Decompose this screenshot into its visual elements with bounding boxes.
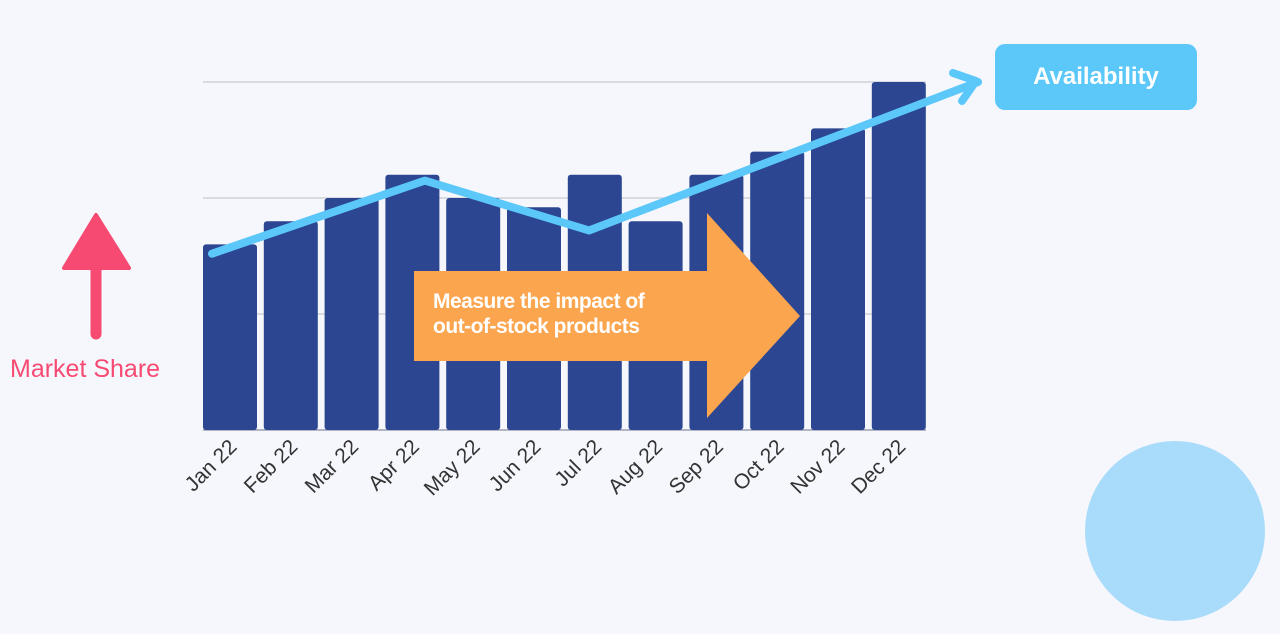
x-tick-label: Jun 22 [485, 435, 546, 496]
bar-dec-22 [871, 82, 926, 430]
x-tick-label: Mar 22 [301, 435, 363, 497]
bar-mar-22 [324, 198, 379, 430]
x-tick-label: Aug 22 [604, 435, 667, 498]
x-tick-label: Dec 22 [847, 435, 910, 498]
callout-line-2: out-of-stock products [433, 315, 640, 338]
x-tick-label: Feb 22 [240, 435, 303, 498]
x-tick-label: Sep 22 [665, 435, 728, 498]
x-tick-label: Oct 22 [729, 435, 789, 495]
bar-apr-22 [385, 174, 440, 430]
decorative-circle [1085, 441, 1265, 621]
market-share-up-arrow-icon [62, 213, 131, 340]
bar-nov-22 [811, 128, 865, 430]
callout-line-1: Measure the impact of [433, 290, 645, 313]
x-tick-label: Jul 22 [550, 435, 606, 491]
bar-feb-22 [263, 221, 318, 430]
x-tick-label: Nov 22 [786, 435, 849, 498]
availability-label: Availability [995, 44, 1197, 110]
availability-trend-line [208, 78, 983, 258]
callout-arrow [414, 213, 800, 418]
x-tick-label: Apr 22 [364, 435, 424, 495]
trend-arrowhead-icon [949, 69, 980, 105]
market-share-label: Market Share [10, 355, 161, 383]
x-tick-label: May 22 [420, 435, 485, 500]
x-tick-label: Jan 22 [181, 435, 242, 496]
bar-jan-22 [203, 244, 257, 430]
callout-text: Measure the impact of out-of-stock produ… [433, 289, 645, 339]
